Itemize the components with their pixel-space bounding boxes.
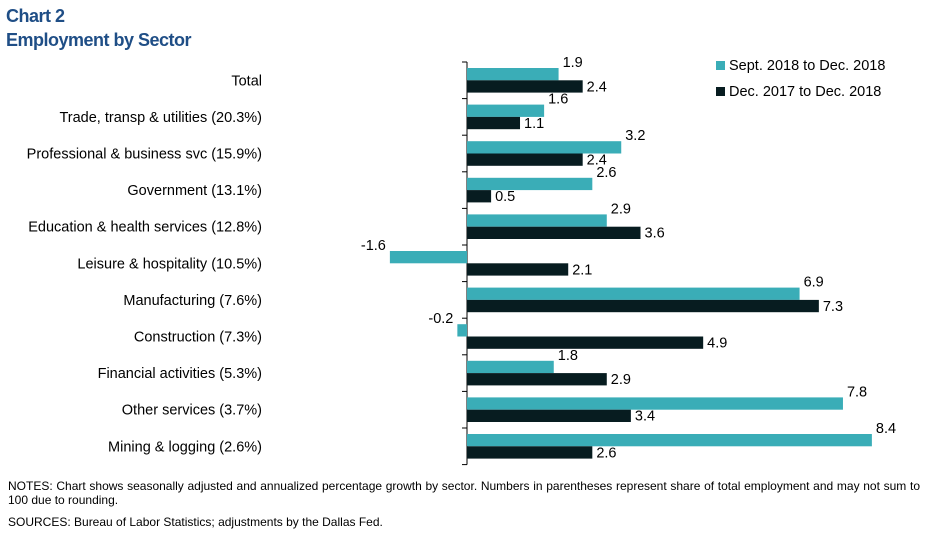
category-label: Education & health services (12.8%) <box>28 220 262 236</box>
data-label: 8.4 <box>876 421 896 437</box>
chart-title: Chart 2 <box>6 6 65 26</box>
data-label: 2.4 <box>587 153 607 169</box>
data-label: 4.9 <box>707 336 727 352</box>
data-label: -1.6 <box>361 238 386 254</box>
bar-series-1 <box>467 141 622 154</box>
bar-series-1 <box>467 177 593 191</box>
category-label: Leisure & hospitality (10.5%) <box>77 256 262 272</box>
data-label: 1.1 <box>524 116 544 132</box>
bar-series-2 <box>467 263 569 276</box>
bar-series-1 <box>457 324 467 337</box>
data-label: 3.2 <box>625 128 645 144</box>
bar-series-2 <box>467 190 492 203</box>
bar-series-1 <box>467 397 843 410</box>
chart-notes: NOTES: Chart shows seasonally adjusted a… <box>8 479 920 507</box>
data-label: 1.8 <box>558 348 578 364</box>
bar-series-2 <box>467 116 521 130</box>
data-label: 2.1 <box>572 262 592 278</box>
bar-series-1 <box>389 251 467 264</box>
category-label: Professional & business svc (15.9%) <box>27 147 262 163</box>
data-label: 1.9 <box>563 55 583 71</box>
bar-series-1 <box>467 287 800 300</box>
legend-swatch <box>716 87 725 96</box>
legend-item-series-1: Sept. 2018 to Dec. 2018 <box>716 58 885 74</box>
category-label: Trade, transp & utilities (20.3%) <box>59 110 262 126</box>
data-label: 3.6 <box>645 226 665 242</box>
bar-series-1 <box>467 360 554 374</box>
data-label: 2.4 <box>587 79 607 95</box>
bar-series-2 <box>467 299 819 313</box>
bar-series-1 <box>467 434 872 447</box>
chart-subtitle: Employment by Sector <box>6 30 192 50</box>
bar-series-2 <box>467 153 583 166</box>
bar-series-2 <box>467 336 704 349</box>
category-label: Total <box>231 73 262 89</box>
data-label: 6.9 <box>804 275 824 291</box>
bar-series-1 <box>467 104 545 117</box>
category-label: Government (13.1%) <box>127 183 262 199</box>
data-label: -0.2 <box>428 311 453 327</box>
bar-series-2 <box>467 80 583 93</box>
chart-sources: SOURCES: Bureau of Labor Statistics; adj… <box>8 515 383 529</box>
data-label: 2.6 <box>596 445 616 461</box>
data-label: 2.9 <box>611 201 631 217</box>
data-label: 3.4 <box>635 409 655 425</box>
bar-series-2 <box>467 409 631 422</box>
bar-series-1 <box>467 214 607 227</box>
data-label: 2.6 <box>596 165 616 181</box>
category-label: Construction (7.3%) <box>134 330 262 346</box>
data-label: 7.8 <box>847 384 867 400</box>
legend-swatch <box>716 61 725 70</box>
bar-series-2 <box>467 446 593 459</box>
data-label: 7.3 <box>823 299 843 315</box>
bar-series-2 <box>467 226 641 239</box>
legend-label: Dec. 2017 to Dec. 2018 <box>729 84 882 100</box>
category-label: Mining & logging (2.6%) <box>108 439 262 455</box>
data-label: 2.9 <box>611 372 631 388</box>
category-label: Financial activities (5.3%) <box>98 366 262 382</box>
data-label: 0.5 <box>495 189 515 205</box>
legend-label: Sept. 2018 to Dec. 2018 <box>729 58 886 74</box>
category-label: Manufacturing (7.6%) <box>123 293 262 309</box>
category-label: Other services (3.7%) <box>122 403 262 419</box>
bar-series-1 <box>467 68 559 81</box>
data-label: 1.6 <box>548 92 568 108</box>
legend-item-series-2: Dec. 2017 to Dec. 2018 <box>716 84 881 100</box>
bar-series-2 <box>467 373 607 386</box>
